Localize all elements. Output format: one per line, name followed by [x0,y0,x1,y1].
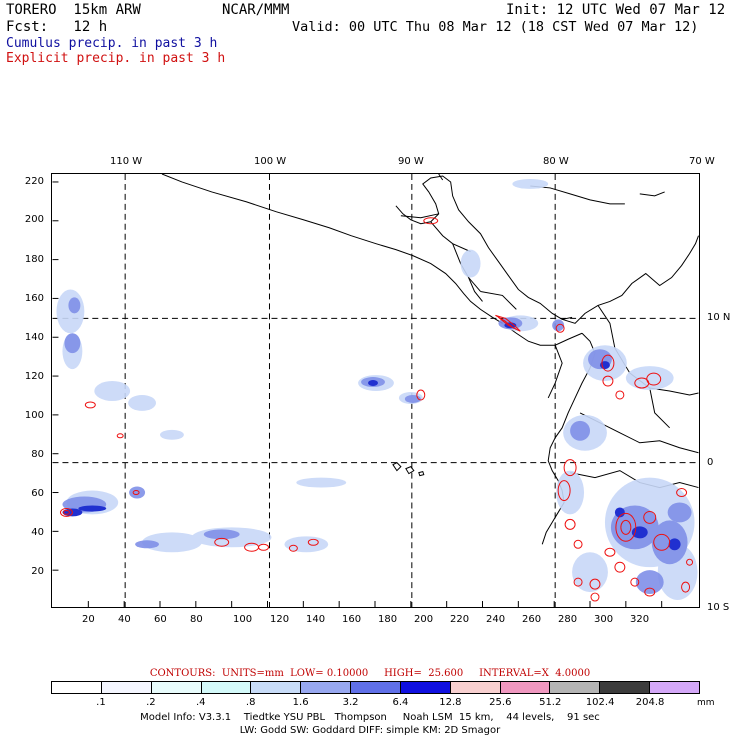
explicit-precip-contours [59,217,694,602]
y-label: 140 [24,332,44,343]
x-label: 260 [522,614,542,625]
y-label: 200 [24,214,44,225]
y-label: 160 [24,293,44,304]
precipitation-map [51,173,700,608]
colorbar-label: 25.6 [489,697,512,708]
colorbar-cell [201,682,252,693]
lat-label-0: 0 [707,457,714,468]
colorbar-cell [600,682,651,693]
legend-explicit: Explicit precip. in past 3 h [6,51,226,66]
colorbar-cell [101,682,152,693]
y-label: 120 [24,371,44,382]
lon-label-90w: 90 W [398,156,424,167]
x-label: 220 [450,614,470,625]
colorbar-cell [550,682,601,693]
colorbar-label: 204.8 [635,697,665,708]
contour-info: CONTOURS: UNITS=mm LOW= 0.10000 HIGH= 25… [149,668,591,679]
x-label: 280 [558,614,578,625]
model-info-line2: LW: Godd SW: Goddard DIFF: simple KM: 2D… [239,725,501,736]
init-time: Init: 12 UTC Wed 07 Mar 12 [506,2,726,18]
colorbar-label: .2 [146,697,156,708]
colorbar-label: 3.2 [342,697,359,708]
x-label: 180 [378,614,398,625]
y-label: 180 [24,254,44,265]
colorbar-cell [351,682,401,693]
x-label: 240 [486,614,506,625]
y-label: 220 [24,176,44,187]
precip-colorbar [51,681,700,694]
y-label: 80 [31,449,44,460]
legend-cumulus: Cumulus precip. in past 3 h [6,36,218,51]
colorbar-label: 102.4 [585,697,615,708]
colorbar-cell [151,682,202,693]
model-info-line1: Model Info: V3.3.1 Tiedtke YSU PBL Thomp… [140,712,600,723]
coastlines [161,174,699,545]
colorbar-label: .4 [195,697,206,708]
x-label: 80 [190,614,203,625]
colorbar-label: 12.8 [439,697,462,708]
lat-label-10s: 10 S [707,602,730,613]
colorbar-label: .1 [96,697,106,708]
colorbar-cell [400,682,451,693]
x-label: 140 [306,614,326,625]
x-label: 320 [630,614,650,625]
colorbar-cell [301,682,352,693]
colorbar-label: 1.6 [292,697,309,708]
x-label: 100 [233,614,253,625]
lat-label-10n: 10 N [707,312,731,323]
colorbar-cell [450,682,501,693]
org-label: NCAR/MMM [222,2,290,18]
x-label: 200 [414,614,434,625]
colorbar-label: 51.2 [539,697,562,708]
colorbar-cell [500,682,551,693]
colorbar-label: 6.4 [392,697,409,708]
lon-label-80w: 80 W [543,156,569,167]
x-label: 40 [118,614,131,625]
x-label: 160 [342,614,362,625]
lon-label-70w: 70 W [689,156,715,167]
x-label: 20 [82,614,95,625]
colorbar-unit: mm [697,698,715,708]
x-label: 60 [154,614,167,625]
lon-label-110w: 110 W [110,156,143,167]
x-label: 120 [270,614,290,625]
precip-light-areas [56,178,698,601]
model-title: TORERO 15km ARW [6,2,141,18]
y-label: 100 [24,410,44,421]
y-label: 60 [31,488,44,499]
valid-time: Valid: 00 UTC Thu 08 Mar 12 (18 CST Wed … [292,19,699,35]
x-label: 300 [594,614,614,625]
colorbar-cell [251,682,302,693]
lat-lon-grid [52,174,699,607]
colorbar-cell [52,682,102,693]
axis-ticks [52,181,663,607]
lon-label-100w: 100 W [254,156,287,167]
y-label: 40 [31,527,44,538]
colorbar-label: .8 [245,697,256,708]
forecast-hour: Fcst: 12 h [6,19,108,35]
colorbar-cell [650,682,699,693]
y-label: 20 [31,566,44,577]
